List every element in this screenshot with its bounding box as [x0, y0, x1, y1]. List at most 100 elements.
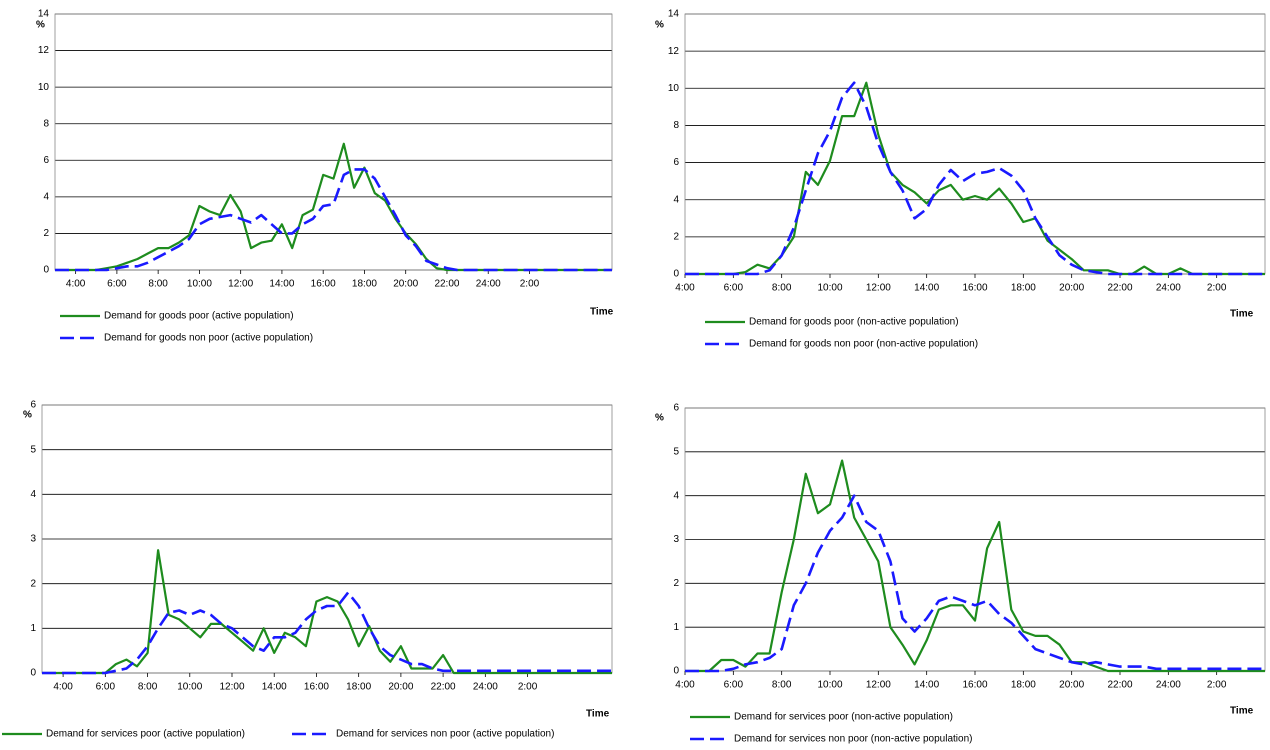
y-tick-label: 2 — [673, 231, 679, 242]
y-tick-label: 10 — [668, 83, 680, 94]
y-tick-label: 4 — [30, 489, 36, 500]
plot-border — [54, 13, 613, 271]
y-tick-label: 14 — [38, 9, 50, 20]
legend-label: Demand for goods poor (non-active popula… — [749, 317, 959, 328]
y-tick-label: 6 — [673, 403, 679, 414]
y-tick-label: 0 — [673, 666, 679, 677]
x-tick-label: 12:00 — [866, 680, 891, 691]
x-axis-label: Time — [590, 307, 614, 318]
x-tick-label: 8:00 — [148, 279, 168, 290]
x-tick-label: 20:00 — [1059, 680, 1084, 691]
x-tick-label: 22:00 — [1107, 680, 1132, 691]
x-tick-label: 10:00 — [177, 682, 202, 693]
x-axis-label: Time — [586, 709, 610, 720]
y-tick-label: 4 — [673, 490, 679, 501]
x-tick-label: 12:00 — [228, 279, 253, 290]
x-tick-label: 24:00 — [473, 682, 498, 693]
y-tick-label: 4 — [43, 191, 49, 202]
x-axis-label: Time — [1230, 706, 1254, 717]
x-tick-label: 22:00 — [431, 682, 456, 693]
y-tick-label: 1 — [673, 622, 679, 633]
x-tick-label: 2:00 — [1207, 680, 1227, 691]
x-tick-label: 18:00 — [346, 682, 371, 693]
x-tick-label: 14:00 — [269, 279, 294, 290]
x-tick-label: 8:00 — [772, 680, 792, 691]
legend-label: Demand for goods poor (active population… — [104, 311, 294, 322]
y-tick-label: 12 — [38, 45, 50, 56]
x-axis-label: Time — [1230, 309, 1254, 320]
x-tick-label: 6:00 — [107, 279, 127, 290]
y-axis-label: % — [36, 20, 45, 31]
y-tick-label: 6 — [673, 157, 679, 168]
x-tick-label: 14:00 — [914, 680, 939, 691]
plot-border — [41, 404, 613, 674]
x-tick-label: 2:00 — [1207, 283, 1227, 294]
y-tick-label: 3 — [30, 534, 36, 545]
x-tick-label: 8:00 — [138, 682, 158, 693]
y-tick-label: 8 — [673, 120, 679, 131]
x-tick-label: 20:00 — [1059, 283, 1084, 294]
legend-label: Demand for services poor (active populat… — [46, 729, 245, 740]
y-tick-label: 4 — [673, 194, 679, 205]
x-tick-label: 16:00 — [962, 283, 987, 294]
y-tick-label: 6 — [30, 400, 36, 411]
legend-label: Demand for services poor (non-active pop… — [734, 712, 953, 723]
y-tick-label: 10 — [38, 82, 50, 93]
x-tick-label: 12:00 — [866, 283, 891, 294]
data-line — [55, 168, 612, 272]
y-axis-label: % — [655, 413, 664, 424]
x-tick-label: 22:00 — [1107, 283, 1132, 294]
y-axis-label: % — [23, 410, 32, 421]
legend-label: Demand for goods non poor (active popula… — [104, 333, 313, 344]
y-tick-label: 2 — [673, 578, 679, 589]
y-tick-label: 14 — [668, 9, 680, 20]
x-tick-label: 14:00 — [914, 283, 939, 294]
x-tick-label: 10:00 — [817, 680, 842, 691]
y-tick-label: 0 — [30, 668, 36, 679]
y-tick-label: 3 — [673, 534, 679, 545]
chart-panel: 0 1 2 3 4 5 6 4:00 6:00 8:00 10:00 12:00 14:00 16:00 1… — [655, 403, 1266, 745]
x-tick-label: 4:00 — [66, 279, 86, 290]
y-tick-label: 8 — [43, 118, 49, 129]
data-line — [55, 142, 612, 272]
x-tick-label: 4:00 — [675, 283, 695, 294]
x-tick-label: 4:00 — [675, 680, 695, 691]
x-tick-label: 16:00 — [311, 279, 336, 290]
y-axis-label: % — [655, 20, 664, 31]
y-tick-label: 5 — [30, 444, 36, 455]
legend-label: Demand for services non poor (active pop… — [336, 729, 554, 740]
data-line — [685, 459, 1265, 673]
x-tick-label: 22:00 — [434, 279, 459, 290]
x-tick-label: 10:00 — [817, 283, 842, 294]
plot-border — [684, 13, 1266, 275]
x-tick-label: 24:00 — [476, 279, 501, 290]
data-line — [42, 549, 612, 675]
x-tick-label: 16:00 — [304, 682, 329, 693]
x-tick-label: 24:00 — [1156, 283, 1181, 294]
legend-label: Demand for goods non poor (non-active po… — [749, 339, 978, 350]
y-tick-label: 6 — [43, 155, 49, 166]
chart-panel: 0 2 4 6 8 10 12 14 4:00 6:00 8:00 10:00 12:00 14:00 16… — [655, 9, 1266, 350]
chart-panel: 0 2 4 6 8 10 12 14 4:00 6:00 8:00 10:00 12:00 14:00 16… — [36, 9, 614, 344]
x-tick-label: 6:00 — [724, 283, 744, 294]
x-tick-label: 2:00 — [518, 682, 538, 693]
x-tick-label: 6:00 — [724, 680, 744, 691]
data-line — [42, 591, 612, 675]
x-tick-label: 2:00 — [520, 279, 540, 290]
x-tick-label: 20:00 — [388, 682, 413, 693]
x-tick-label: 18:00 — [352, 279, 377, 290]
y-tick-label: 2 — [43, 228, 49, 239]
data-line — [685, 81, 1265, 276]
chart-panel: 0 1 2 3 4 5 6 4:00 6:00 8:00 10:00 12:00 14:00 16:00 1… — [2, 400, 613, 740]
y-tick-label: 0 — [673, 269, 679, 280]
x-tick-label: 14:00 — [262, 682, 287, 693]
data-line — [685, 494, 1265, 673]
x-tick-label: 12:00 — [219, 682, 244, 693]
x-tick-label: 10:00 — [187, 279, 212, 290]
y-tick-label: 1 — [30, 623, 36, 634]
data-line — [685, 81, 1265, 276]
x-tick-label: 18:00 — [1011, 680, 1036, 691]
x-tick-label: 24:00 — [1156, 680, 1181, 691]
y-tick-label: 0 — [43, 265, 49, 276]
